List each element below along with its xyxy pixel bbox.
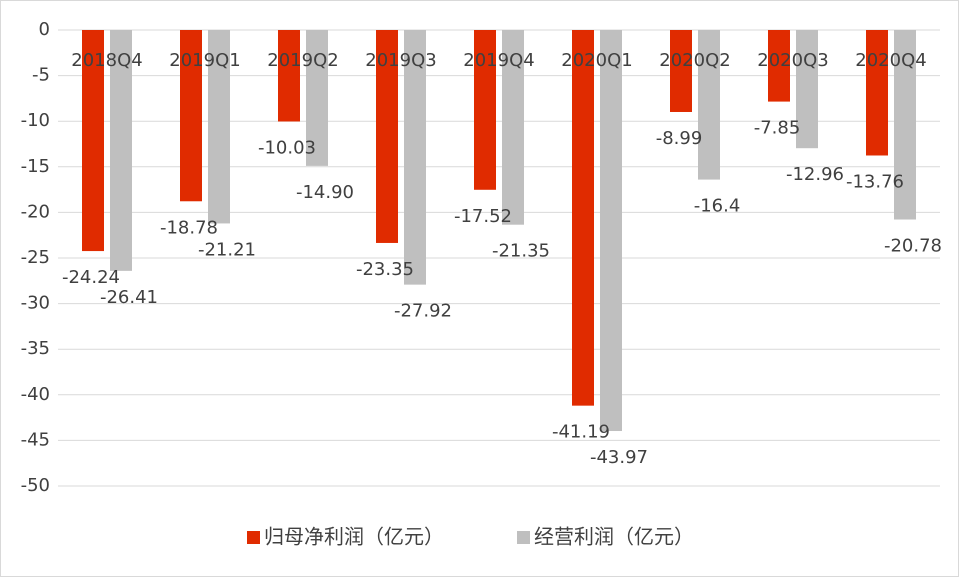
bar <box>698 30 720 180</box>
bar <box>894 30 916 220</box>
y-tick-label: -15 <box>21 156 50 177</box>
bar <box>502 30 524 225</box>
data-label: -10.03 <box>258 137 316 158</box>
legend-label: 经营利润（亿元） <box>534 525 694 549</box>
data-label: -41.19 <box>552 422 610 443</box>
y-tick-label: -5 <box>32 65 50 86</box>
data-label: -7.85 <box>754 118 801 139</box>
x-tick-label: 2018Q4 <box>71 50 142 71</box>
bar <box>474 30 496 190</box>
bar <box>82 30 104 252</box>
data-label: -18.78 <box>160 217 218 238</box>
bar <box>278 30 300 122</box>
bar <box>110 30 132 271</box>
x-tick-label: 2020Q1 <box>561 50 632 71</box>
data-label: -21.21 <box>198 239 256 260</box>
data-label: -26.41 <box>100 287 158 308</box>
bar <box>600 30 622 432</box>
data-label: -21.35 <box>492 241 550 262</box>
data-label: -12.96 <box>786 164 844 185</box>
y-tick-label: -40 <box>21 384 50 405</box>
x-tick-label: 2020Q3 <box>757 50 828 71</box>
bar <box>404 30 426 285</box>
data-label: -23.35 <box>356 259 414 280</box>
bar <box>208 30 230 224</box>
data-label: -16.4 <box>694 196 741 217</box>
bar <box>768 30 790 102</box>
legend-swatch <box>247 531 260 544</box>
data-label: -8.99 <box>656 128 703 149</box>
y-tick-label: -20 <box>21 201 50 222</box>
bar <box>180 30 202 202</box>
y-tick-label: 0 <box>39 19 50 40</box>
bar <box>670 30 692 112</box>
y-tick-label: -50 <box>21 475 50 496</box>
x-tick-label: 2019Q2 <box>267 50 338 71</box>
x-tick-label: 2019Q4 <box>463 50 534 71</box>
data-label: -43.97 <box>590 447 648 468</box>
y-tick-label: -35 <box>21 338 50 359</box>
y-tick-label: -10 <box>21 110 50 131</box>
x-tick-label: 2020Q2 <box>659 50 730 71</box>
y-tick-label: -25 <box>21 247 50 268</box>
data-label: -13.76 <box>846 171 904 192</box>
legend-swatch <box>517 531 530 544</box>
x-tick-label: 2019Q3 <box>365 50 436 71</box>
data-label: -27.92 <box>394 301 452 322</box>
x-tick-label: 2020Q4 <box>855 50 926 71</box>
data-label: -24.24 <box>62 267 120 288</box>
bar <box>306 30 328 166</box>
y-tick-label: -30 <box>21 293 50 314</box>
y-tick-label: -45 <box>21 429 50 450</box>
x-tick-label: 2019Q1 <box>169 50 240 71</box>
bar <box>572 30 594 406</box>
legend-label: 归母净利润（亿元） <box>264 525 444 549</box>
bar <box>866 30 888 156</box>
data-label: -17.52 <box>454 206 512 227</box>
data-label: -20.78 <box>884 236 942 257</box>
bar <box>376 30 398 243</box>
data-label: -14.90 <box>296 182 354 203</box>
bar <box>796 30 818 149</box>
